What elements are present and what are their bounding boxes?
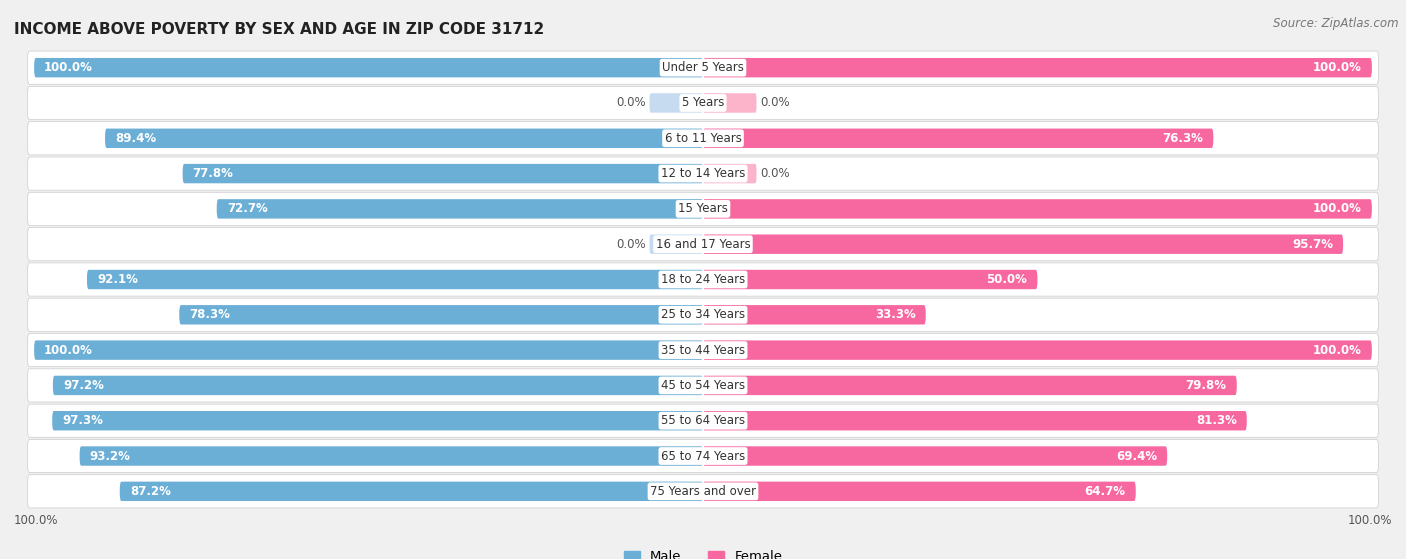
Text: 75 Years and over: 75 Years and over: [650, 485, 756, 498]
Text: 72.7%: 72.7%: [226, 202, 267, 215]
FancyBboxPatch shape: [703, 340, 1372, 360]
Text: 77.8%: 77.8%: [193, 167, 233, 180]
Text: 76.3%: 76.3%: [1163, 132, 1204, 145]
Text: 100.0%: 100.0%: [1347, 514, 1392, 527]
FancyBboxPatch shape: [703, 411, 1247, 430]
FancyBboxPatch shape: [27, 192, 1379, 225]
FancyBboxPatch shape: [650, 234, 703, 254]
FancyBboxPatch shape: [80, 446, 703, 466]
Text: 100.0%: 100.0%: [1313, 61, 1362, 74]
FancyBboxPatch shape: [703, 376, 1237, 395]
Text: 16 and 17 Years: 16 and 17 Years: [655, 238, 751, 250]
Text: 100.0%: 100.0%: [1313, 202, 1362, 215]
FancyBboxPatch shape: [27, 369, 1379, 402]
Text: 78.3%: 78.3%: [190, 309, 231, 321]
Text: 100.0%: 100.0%: [44, 61, 93, 74]
FancyBboxPatch shape: [27, 334, 1379, 367]
FancyBboxPatch shape: [703, 199, 1372, 219]
Text: 87.2%: 87.2%: [129, 485, 170, 498]
Text: 93.2%: 93.2%: [90, 449, 131, 462]
FancyBboxPatch shape: [27, 122, 1379, 155]
Text: Under 5 Years: Under 5 Years: [662, 61, 744, 74]
Text: 5 Years: 5 Years: [682, 97, 724, 110]
Text: 97.3%: 97.3%: [62, 414, 103, 427]
Text: 0.0%: 0.0%: [616, 97, 647, 110]
FancyBboxPatch shape: [34, 58, 703, 77]
FancyBboxPatch shape: [27, 439, 1379, 472]
FancyBboxPatch shape: [52, 411, 703, 430]
Text: 50.0%: 50.0%: [987, 273, 1028, 286]
FancyBboxPatch shape: [53, 376, 703, 395]
Text: 18 to 24 Years: 18 to 24 Years: [661, 273, 745, 286]
FancyBboxPatch shape: [217, 199, 703, 219]
Text: Source: ZipAtlas.com: Source: ZipAtlas.com: [1274, 17, 1399, 30]
FancyBboxPatch shape: [703, 234, 1343, 254]
FancyBboxPatch shape: [27, 87, 1379, 120]
Text: 45 to 54 Years: 45 to 54 Years: [661, 379, 745, 392]
FancyBboxPatch shape: [27, 263, 1379, 296]
Text: 0.0%: 0.0%: [616, 238, 647, 250]
FancyBboxPatch shape: [650, 93, 703, 113]
FancyBboxPatch shape: [87, 270, 703, 289]
FancyBboxPatch shape: [27, 51, 1379, 84]
Text: 79.8%: 79.8%: [1185, 379, 1226, 392]
FancyBboxPatch shape: [703, 129, 1213, 148]
Text: 33.3%: 33.3%: [875, 309, 915, 321]
Text: 81.3%: 81.3%: [1197, 414, 1237, 427]
Text: 92.1%: 92.1%: [97, 273, 138, 286]
FancyBboxPatch shape: [703, 58, 1372, 77]
FancyBboxPatch shape: [120, 482, 703, 501]
Text: 100.0%: 100.0%: [44, 344, 93, 357]
FancyBboxPatch shape: [703, 93, 756, 113]
FancyBboxPatch shape: [703, 270, 1038, 289]
Text: 0.0%: 0.0%: [759, 167, 790, 180]
Text: 65 to 74 Years: 65 to 74 Years: [661, 449, 745, 462]
Text: 12 to 14 Years: 12 to 14 Years: [661, 167, 745, 180]
FancyBboxPatch shape: [703, 446, 1167, 466]
FancyBboxPatch shape: [27, 475, 1379, 508]
FancyBboxPatch shape: [105, 129, 703, 148]
Text: 64.7%: 64.7%: [1084, 485, 1126, 498]
Text: 97.2%: 97.2%: [63, 379, 104, 392]
Text: 25 to 34 Years: 25 to 34 Years: [661, 309, 745, 321]
FancyBboxPatch shape: [703, 305, 925, 325]
Text: 89.4%: 89.4%: [115, 132, 156, 145]
FancyBboxPatch shape: [27, 228, 1379, 261]
Text: INCOME ABOVE POVERTY BY SEX AND AGE IN ZIP CODE 31712: INCOME ABOVE POVERTY BY SEX AND AGE IN Z…: [14, 22, 544, 36]
Legend: Male, Female: Male, Female: [619, 545, 787, 559]
FancyBboxPatch shape: [27, 298, 1379, 331]
Text: 0.0%: 0.0%: [759, 97, 790, 110]
Text: 6 to 11 Years: 6 to 11 Years: [665, 132, 741, 145]
Text: 15 Years: 15 Years: [678, 202, 728, 215]
FancyBboxPatch shape: [27, 404, 1379, 437]
Text: 69.4%: 69.4%: [1116, 449, 1157, 462]
FancyBboxPatch shape: [183, 164, 703, 183]
Text: 95.7%: 95.7%: [1292, 238, 1333, 250]
Text: 100.0%: 100.0%: [1313, 344, 1362, 357]
FancyBboxPatch shape: [703, 482, 1136, 501]
Text: 55 to 64 Years: 55 to 64 Years: [661, 414, 745, 427]
Text: 100.0%: 100.0%: [14, 514, 59, 527]
FancyBboxPatch shape: [34, 340, 703, 360]
Text: 35 to 44 Years: 35 to 44 Years: [661, 344, 745, 357]
FancyBboxPatch shape: [27, 157, 1379, 190]
FancyBboxPatch shape: [180, 305, 703, 325]
FancyBboxPatch shape: [703, 164, 756, 183]
